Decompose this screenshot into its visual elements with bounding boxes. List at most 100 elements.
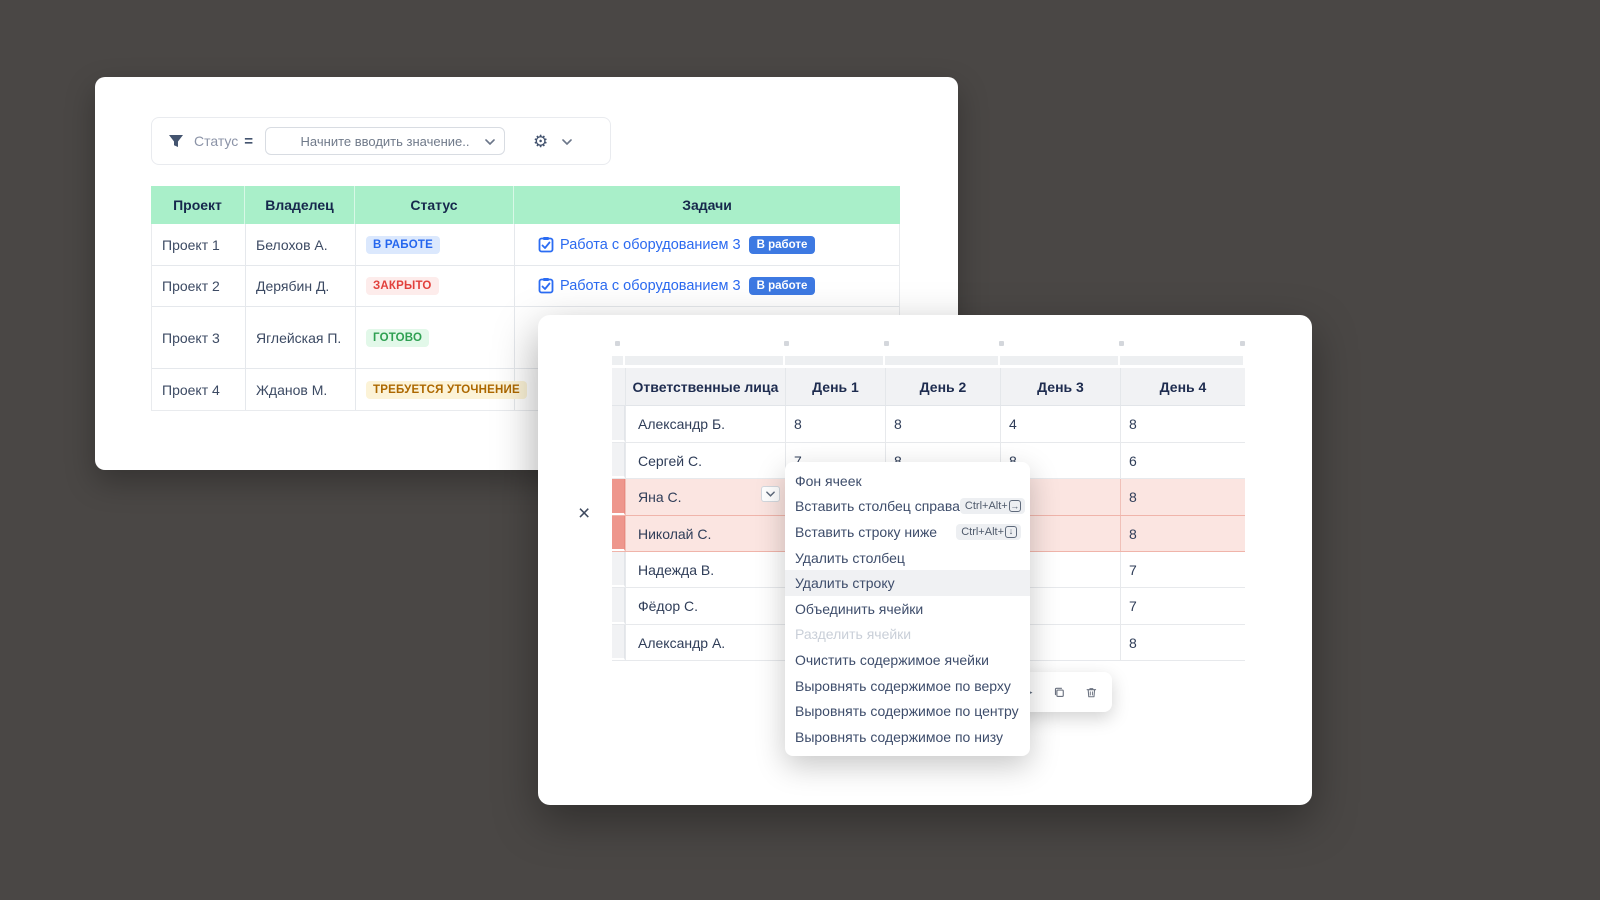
copy-icon[interactable] bbox=[1053, 684, 1066, 701]
owner-cell: Белохов А. bbox=[246, 224, 356, 265]
column-handle-strip[interactable] bbox=[612, 356, 1243, 365]
col-header-project: Проект bbox=[151, 186, 245, 224]
arrow-down-key-icon: ↓ bbox=[1005, 525, 1017, 538]
task-item: Работа с оборудованием 3 В работе bbox=[537, 277, 816, 295]
person-cell[interactable]: Яна С. bbox=[625, 479, 785, 515]
menu-item-align-top[interactable]: Выровнять содержимое по верху bbox=[795, 677, 1011, 694]
trash-icon[interactable] bbox=[1085, 684, 1098, 701]
project-cell: Проект 3 bbox=[152, 307, 246, 368]
status-badge: ТРЕБУЕТСЯ УТОЧНЕНИЕ bbox=[366, 380, 527, 399]
column-resize-dot[interactable] bbox=[884, 341, 889, 346]
task-clipboard-icon bbox=[538, 278, 554, 294]
filter-funnel-icon bbox=[169, 135, 183, 147]
owner-cell: Яглейская П. bbox=[246, 307, 356, 368]
col-header-day2: День 2 bbox=[885, 368, 1000, 405]
value-cell[interactable]: 8 bbox=[1120, 625, 1245, 660]
column-resize-dot[interactable] bbox=[1240, 341, 1245, 346]
value-cell[interactable]: 8 bbox=[785, 406, 885, 442]
menu-item-split-cells: Разделить ячейки bbox=[795, 626, 912, 643]
settings-chevron-down-icon[interactable] bbox=[562, 132, 573, 150]
close-icon[interactable]: × bbox=[578, 502, 591, 525]
row-gutter[interactable] bbox=[612, 588, 625, 624]
gear-icon[interactable]: ⚙ bbox=[533, 131, 549, 151]
value-cell[interactable]: 8 bbox=[885, 406, 1000, 442]
col-header-day4: День 4 bbox=[1120, 368, 1245, 405]
arrow-right-key-icon: → bbox=[1008, 500, 1021, 513]
row-gutter[interactable] bbox=[612, 479, 625, 515]
menu-item-delete-row[interactable]: Удалить строку bbox=[785, 570, 1030, 596]
chevron-down-icon bbox=[485, 139, 495, 145]
column-resize-dot[interactable] bbox=[615, 341, 620, 346]
row-gutter[interactable] bbox=[612, 443, 625, 478]
menu-item-clear-cell-content[interactable]: Очистить содержимое ячейки bbox=[795, 651, 989, 668]
menu-item-insert-row-below[interactable]: Вставить строку ниже Ctrl+Alt+ ↓ bbox=[785, 519, 1030, 545]
table-row: Проект 2 Дерябин Д. ЗАКРЫТО Работа с обо… bbox=[152, 266, 899, 307]
filter-value-placeholder: Начните вводить значение.. bbox=[300, 133, 470, 149]
value-cell[interactable]: 7 bbox=[1120, 552, 1245, 587]
table-row: Александр Б. 8 8 4 8 bbox=[612, 406, 1245, 443]
menu-item-delete-column[interactable]: Удалить столбец bbox=[795, 549, 905, 566]
value-cell[interactable]: 4 bbox=[1000, 406, 1120, 442]
filter-field-label: Статус bbox=[194, 133, 239, 149]
shortcut-badge: Ctrl+Alt+ ↓ bbox=[956, 523, 1021, 540]
row-gutter[interactable] bbox=[612, 516, 625, 551]
col-header-status: Статус bbox=[355, 186, 514, 224]
menu-item-cell-background[interactable]: Фон ячеек bbox=[795, 472, 862, 489]
person-cell[interactable]: Николай С. bbox=[625, 516, 785, 551]
context-menu: Фон ячеек Вставить столбец справа Ctrl+A… bbox=[785, 462, 1030, 756]
cell-dropdown-button[interactable] bbox=[761, 486, 780, 502]
person-cell[interactable]: Александр Б. bbox=[625, 406, 785, 442]
value-cell[interactable]: 8 bbox=[1000, 443, 1120, 478]
chevron-down-icon bbox=[766, 491, 775, 497]
value-cell[interactable]: 8 bbox=[885, 443, 1000, 478]
person-cell[interactable]: Сергей С. bbox=[625, 443, 785, 478]
task-status-badge: В работе bbox=[748, 277, 816, 295]
owner-cell: Дерябин Д. bbox=[246, 266, 356, 306]
projects-table-header: Проект Владелец Статус Задачи bbox=[151, 186, 900, 224]
person-cell[interactable]: Александр А. bbox=[625, 625, 785, 660]
col-header-day1: День 1 bbox=[785, 368, 885, 405]
menu-item-insert-column-right[interactable]: Вставить столбец справа Ctrl+Alt+ → bbox=[785, 494, 1030, 520]
expand-triangle-icon[interactable]: ▸ bbox=[1028, 686, 1033, 697]
task-item: Работа с оборудованием 3 В работе bbox=[537, 235, 816, 254]
col-header-tasks: Задачи bbox=[682, 197, 732, 213]
filter-operator: = bbox=[244, 132, 254, 150]
menu-item-align-bottom[interactable]: Выровнять содержимое по низу bbox=[795, 728, 1004, 745]
row-gutter[interactable] bbox=[612, 406, 625, 442]
value-cell[interactable]: 6 bbox=[1120, 443, 1245, 478]
value-cell[interactable]: 8 bbox=[1120, 406, 1245, 442]
task-link[interactable]: Работа с оборудованием 3 bbox=[560, 236, 741, 253]
table-row: Проект 1 Белохов А. В РАБОТЕ Работа с об… bbox=[152, 224, 899, 266]
col-header-people: Ответственные лица bbox=[625, 368, 785, 405]
project-cell: Проект 4 bbox=[152, 369, 246, 410]
project-cell: Проект 1 bbox=[152, 224, 246, 265]
status-badge: ГОТОВО bbox=[366, 328, 430, 347]
row-gutter[interactable] bbox=[612, 552, 625, 587]
column-resize-dot[interactable] bbox=[1119, 341, 1124, 346]
task-clipboard-icon bbox=[538, 236, 554, 252]
person-cell[interactable]: Фёдор С. bbox=[625, 588, 785, 624]
schedule-table-header: Ответственные лица День 1 День 2 День 3 … bbox=[612, 368, 1245, 406]
value-cell[interactable]: 8 bbox=[1120, 479, 1245, 515]
col-header-owner: Владелец bbox=[245, 186, 355, 224]
value-cell[interactable]: 7 bbox=[785, 443, 885, 478]
value-cell[interactable]: 8 bbox=[1120, 516, 1245, 551]
menu-item-align-center[interactable]: Выровнять содержимое по центру bbox=[795, 703, 1019, 720]
col-header-day3: День 3 bbox=[1000, 368, 1120, 405]
shortcut-badge: Ctrl+Alt+ → bbox=[959, 498, 1025, 515]
owner-cell: Жданов М. bbox=[246, 369, 356, 410]
filter-value-select[interactable]: Начните вводить значение.. bbox=[265, 127, 506, 155]
person-cell[interactable]: Надежда В. bbox=[625, 552, 785, 587]
task-status-badge: В работе bbox=[748, 235, 816, 254]
gutter-header-cell bbox=[612, 368, 625, 405]
project-cell: Проект 2 bbox=[152, 266, 246, 306]
row-gutter[interactable] bbox=[612, 625, 625, 660]
status-badge: В РАБОТЕ bbox=[366, 235, 440, 254]
status-badge: ЗАКРЫТО bbox=[366, 277, 439, 295]
filter-panel: Статус = Начните вводить значение.. ⚙ bbox=[151, 117, 611, 165]
column-resize-dot[interactable] bbox=[784, 341, 789, 346]
task-link[interactable]: Работа с оборудованием 3 bbox=[560, 278, 741, 294]
value-cell[interactable]: 7 bbox=[1120, 588, 1245, 624]
column-resize-dot[interactable] bbox=[999, 341, 1004, 346]
menu-item-merge-cells[interactable]: Объединить ячейки bbox=[795, 600, 924, 617]
